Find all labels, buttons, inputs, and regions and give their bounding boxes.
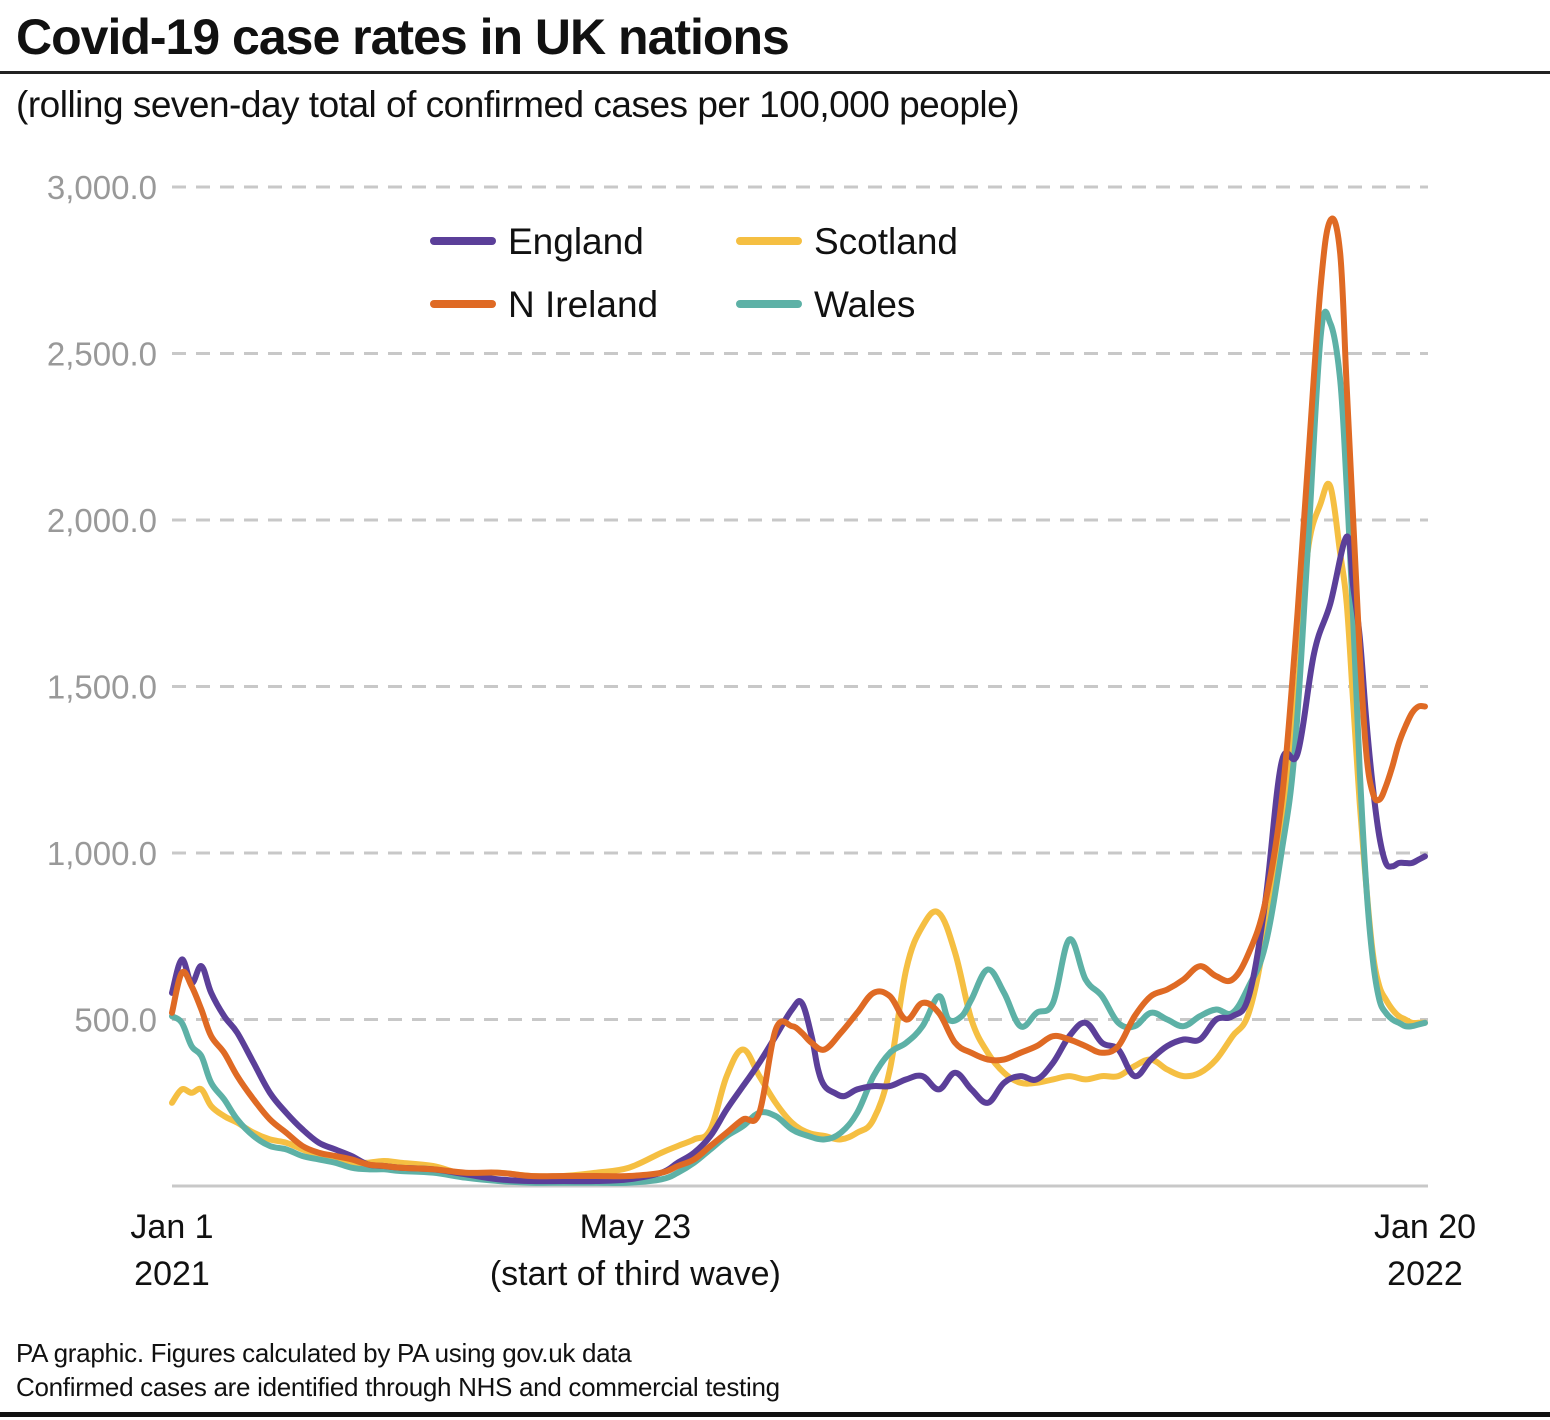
y-axis-ticks: 500.0 1,000.0 1,500.0 2,000.0 2,500.0 3,000.0: [47, 169, 157, 1039]
legend-item-england: England: [430, 221, 644, 262]
x-axis-ticks: Jan 1 2021 May 23 (start of third wave) Jan …: [130, 1208, 1476, 1293]
series-line-n-ireland: [169, 215, 1428, 1180]
gridlines: [172, 185, 1428, 1021]
x-tick-sublabel: 2022: [1387, 1255, 1463, 1293]
y-tick-label: 1,000.0: [47, 835, 157, 872]
y-tick-label: 2,000.0: [47, 502, 157, 539]
series-line-england: [169, 533, 1428, 1185]
legend: England Scotland N Ireland Wales: [430, 221, 958, 325]
chart-subtitle: (rolling seven-day total of confirmed ca…: [16, 84, 1020, 125]
title-divider: [0, 71, 1550, 74]
legend-item-scotland: Scotland: [736, 221, 958, 262]
footer-note: Confirmed cases are identified through N…: [16, 1372, 780, 1402]
legend-label: N Ireland: [508, 284, 658, 325]
footer-source: PA graphic. Figures calculated by PA usi…: [16, 1338, 632, 1368]
legend-label: England: [508, 221, 644, 262]
y-tick-label: 2,500.0: [47, 336, 157, 373]
x-tick-label: Jan 1: [130, 1208, 213, 1246]
chart-title: Covid-19 case rates in UK nations: [16, 9, 790, 65]
legend-item-wales: Wales: [736, 284, 915, 325]
y-tick-label: 1,500.0: [47, 669, 157, 706]
x-tick-label: May 23: [580, 1208, 692, 1246]
series-lines: [169, 215, 1428, 1186]
bottom-divider: [0, 1412, 1550, 1417]
legend-label: Wales: [814, 284, 915, 325]
x-tick-sublabel: 2021: [134, 1255, 210, 1293]
legend-label: Scotland: [814, 221, 958, 262]
x-tick-label: Jan 20: [1374, 1208, 1476, 1246]
legend-item-n-ireland: N Ireland: [430, 284, 658, 325]
x-tick-sublabel: (start of third wave): [490, 1255, 781, 1293]
series-line-scotland: [169, 480, 1428, 1180]
series-line-wales: [169, 308, 1428, 1186]
y-tick-label: 3,000.0: [47, 169, 157, 206]
y-tick-label: 500.0: [74, 1002, 157, 1039]
